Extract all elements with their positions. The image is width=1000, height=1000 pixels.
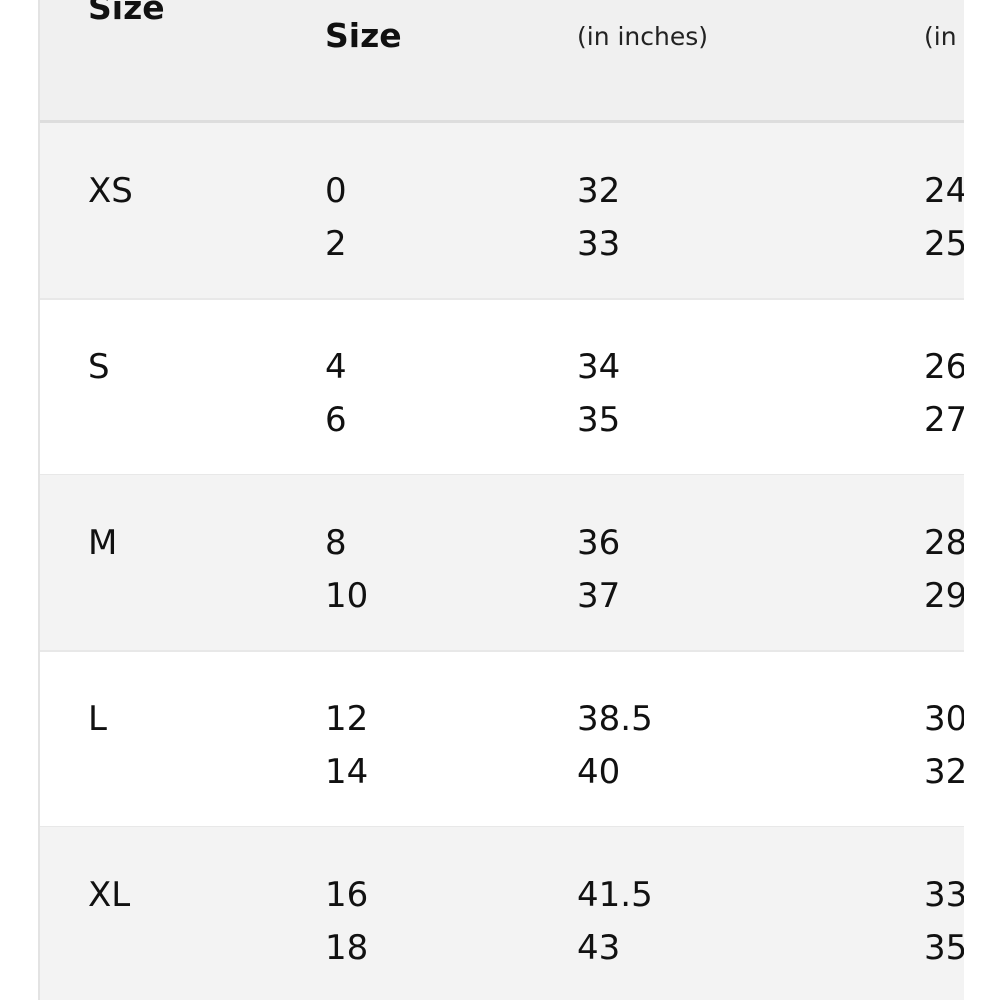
- numeric-size-cell: 8 10: [325, 517, 368, 623]
- table-row: L 12 14 38.5 40 30 32: [40, 651, 964, 828]
- col3-cell-value: 36: [577, 523, 621, 563]
- header-col3-unit: (in inches): [577, 22, 709, 51]
- col3-cell-value: 38.5: [577, 699, 653, 739]
- col3-cell: 32 33: [577, 165, 620, 271]
- col3-cell-value: 35: [577, 400, 621, 440]
- numeric-size-cell-value: 8: [325, 523, 347, 563]
- col4-cell-value: 24: [924, 171, 964, 211]
- col3-cell: 36 37: [577, 517, 620, 623]
- numeric-size-cell-value: 12: [325, 699, 369, 739]
- col4-cell-value: 25: [924, 224, 964, 264]
- col3-cell-value: 32: [577, 171, 621, 211]
- size-cell: M: [88, 523, 118, 563]
- numeric-size-cell-value: 16: [325, 875, 369, 915]
- col4-cell-value: 28: [924, 523, 964, 563]
- table-row: M 8 10 36 37 28 29: [40, 475, 964, 652]
- col3-cell: 38.5 40: [577, 693, 653, 799]
- numeric-size-cell-value: 0: [325, 171, 347, 211]
- col3-cell-value: 41.5: [577, 875, 653, 915]
- col4-cell: 24 25: [924, 165, 964, 271]
- size-cell: S: [88, 347, 110, 387]
- col4-cell: 28 29: [924, 517, 964, 623]
- numeric-size-cell-value: 14: [325, 752, 369, 792]
- numeric-size-cell: 16 18: [325, 869, 368, 975]
- col4-cell-value: 27: [924, 400, 964, 440]
- col3-cell-value: 34: [577, 347, 621, 387]
- col4-cell-value: 30: [924, 699, 964, 739]
- col4-cell-value: 29: [924, 576, 964, 616]
- size-cell: XL: [88, 875, 131, 915]
- col4-cell-value: 26: [924, 347, 964, 387]
- col4-cell: 33 35: [924, 869, 964, 975]
- numeric-size-cell-value: 18: [325, 928, 369, 968]
- size-chart-table: Size Size (in inches) (in inches) XS0232…: [38, 0, 964, 1000]
- size-cell: L: [88, 699, 107, 739]
- numeric-size-cell-value: 10: [325, 576, 369, 616]
- numeric-size-cell-value: 4: [325, 347, 347, 387]
- table-row: XL 16 18 41.5 43 33 35: [40, 827, 964, 1000]
- header-size: Size: [88, 0, 165, 27]
- table-row: S 4 6 34 35 26 27: [40, 299, 964, 476]
- numeric-size-cell-value: 2: [325, 224, 347, 264]
- col3-cell-value: 37: [577, 576, 621, 616]
- col3-cell-value: 43: [577, 928, 621, 968]
- col4-cell-value: 33: [924, 875, 964, 915]
- numeric-size-cell-value: 6: [325, 400, 347, 440]
- col3-cell: 34 35: [577, 341, 620, 447]
- numeric-size-cell: 12 14: [325, 693, 368, 799]
- size-cell: XS: [88, 171, 133, 211]
- col4-cell: 26 27: [924, 341, 964, 447]
- table-row: XS 0 2 32 33 24 25: [40, 123, 964, 300]
- col3-cell: 41.5 43: [577, 869, 653, 975]
- col3-cell-value: 40: [577, 752, 621, 792]
- header-col4-unit: (in inches): [924, 22, 964, 51]
- header-numeric-size: Size: [325, 16, 402, 55]
- col3-cell-value: 33: [577, 224, 621, 264]
- col4-cell: 30 32: [924, 693, 964, 799]
- col4-cell-value: 35: [924, 928, 964, 968]
- col4-cell-value: 32: [924, 752, 964, 792]
- table-header: Size Size (in inches) (in inches): [40, 0, 964, 123]
